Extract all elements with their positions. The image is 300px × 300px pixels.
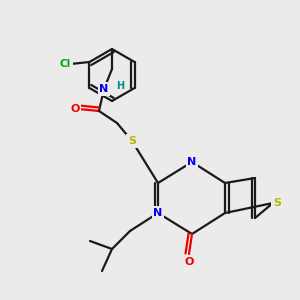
Text: O: O <box>70 104 80 114</box>
Text: N: N <box>188 157 196 167</box>
Text: Cl: Cl <box>60 59 71 69</box>
Text: O: O <box>184 257 194 267</box>
Text: N: N <box>153 208 163 218</box>
Text: S: S <box>273 198 281 208</box>
Text: N: N <box>99 84 109 94</box>
Text: H: H <box>116 81 124 91</box>
Text: S: S <box>128 136 136 146</box>
